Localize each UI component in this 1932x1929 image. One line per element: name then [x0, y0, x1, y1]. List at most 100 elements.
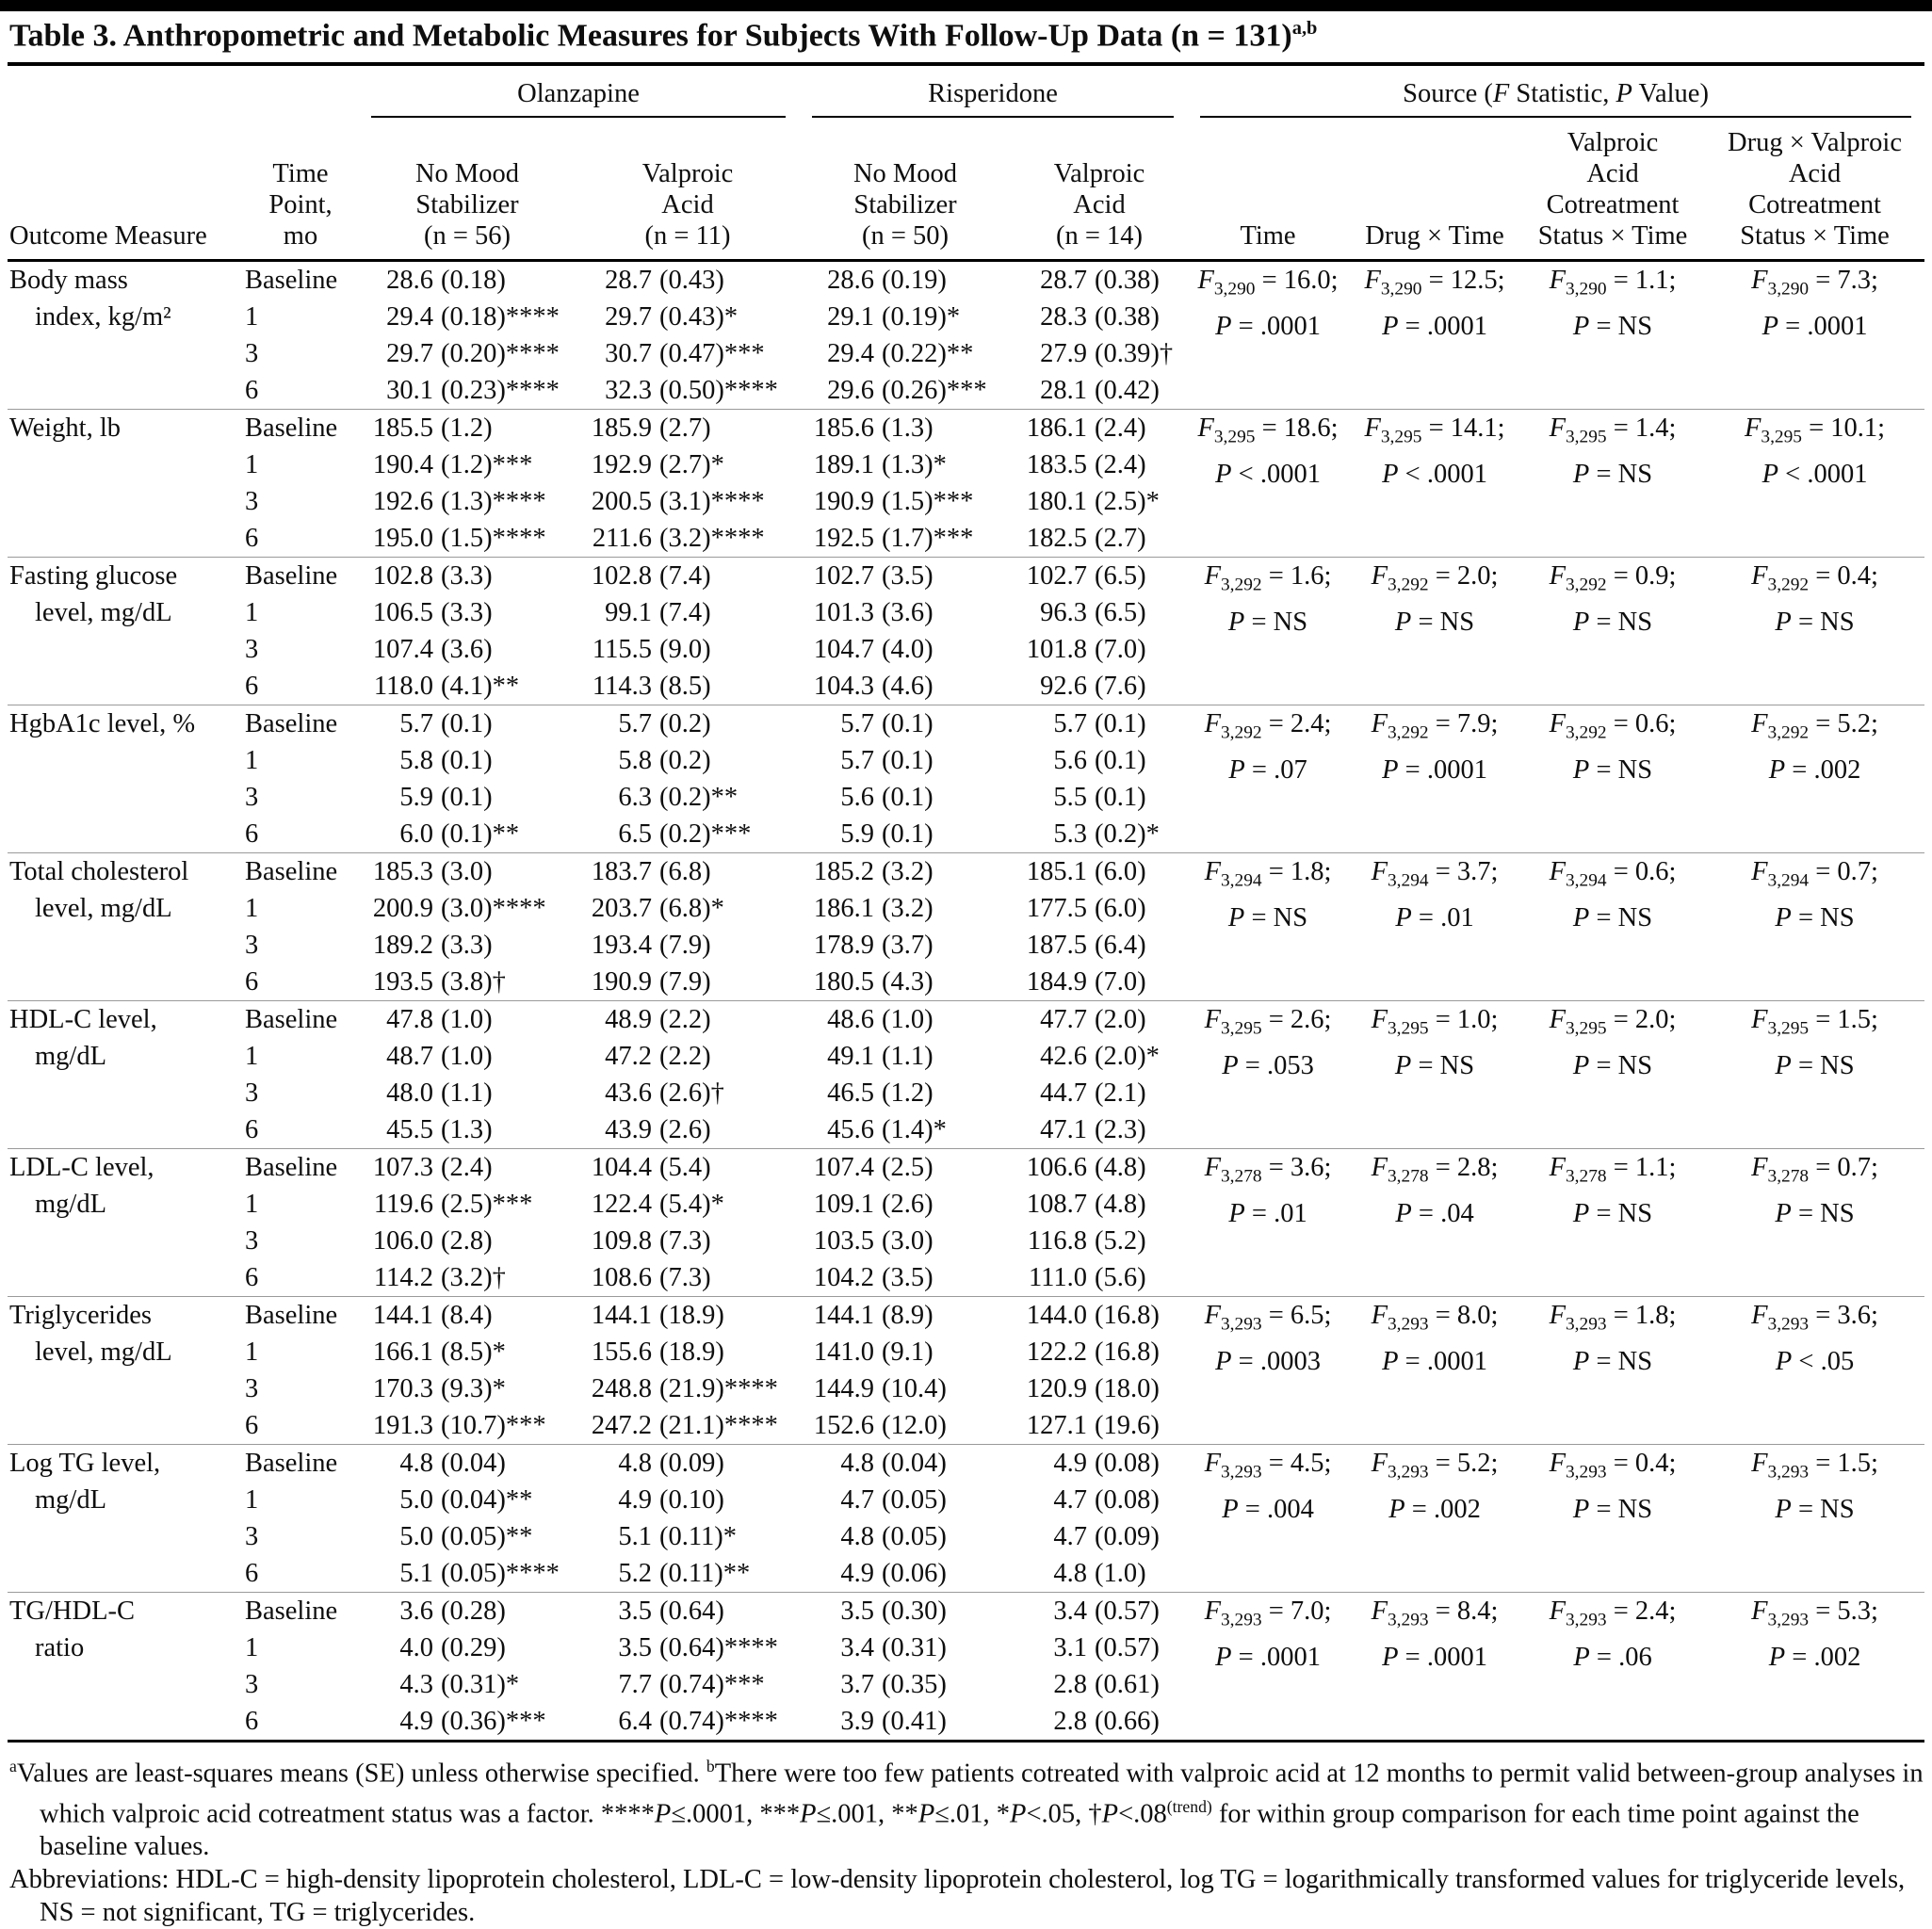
- col-header-time-stat: Time: [1187, 118, 1350, 263]
- value-cell: 28.7 (0.43): [576, 261, 799, 300]
- value-se: (6.0): [1095, 857, 1146, 887]
- time-point-cell: 1: [245, 1485, 259, 1516]
- time-point-cell: 1: [245, 450, 259, 480]
- time-point-cell: Baseline: [243, 1296, 358, 1335]
- value-se: (3.2)****: [659, 524, 765, 554]
- value-se: (8.5)*: [441, 1337, 506, 1368]
- value-se: (7.0): [1095, 967, 1146, 997]
- value-cell: 28.7 (0.38): [1012, 261, 1187, 300]
- value-mean: 5.9: [399, 783, 433, 813]
- stat-cell: F3,278 = 0.7; P = NS: [1705, 1148, 1925, 1297]
- p-value: P < .0001: [1382, 460, 1487, 490]
- value-cell: 184.9 (7.0): [1012, 964, 1187, 1001]
- value-se: (3.2)†: [441, 1263, 506, 1293]
- value-se: (3.3): [441, 561, 493, 592]
- value-mean: 248.8: [591, 1374, 652, 1404]
- value-mean: 114.3: [592, 672, 652, 702]
- value-cell: 44.7 (2.1): [1012, 1075, 1187, 1111]
- value-cell: 192.6 (1.3)****: [358, 483, 576, 520]
- p-value: P = NS: [1227, 608, 1308, 638]
- value-cell: 32.3 (0.50)****: [576, 372, 799, 410]
- value-cell: 106.0 (2.8): [358, 1223, 576, 1259]
- value-cell: 29.1 (0.19)*: [799, 299, 1012, 335]
- value-se: (0.31)*: [441, 1670, 520, 1700]
- value-se: (0.43)*: [659, 302, 739, 332]
- value-cell: 5.0 (0.05)**: [358, 1518, 576, 1555]
- value-se: (0.1)**: [441, 819, 520, 850]
- time-point-cell: 3: [245, 487, 259, 517]
- value-cell: 104.4 (5.4): [576, 1148, 799, 1187]
- value-cell: 48.9 (2.2): [576, 1000, 799, 1039]
- value-cell: 178.9 (3.7): [799, 927, 1012, 964]
- value-se: (3.2): [882, 857, 934, 887]
- value-se: (2.6)†: [659, 1078, 724, 1109]
- p-value: P < .0001: [1762, 460, 1868, 490]
- value-se: (0.04): [441, 1449, 506, 1479]
- value-mean: 5.3: [1053, 819, 1087, 850]
- value-se: (3.6): [882, 598, 934, 628]
- value-cell: 186.1 (2.4): [1012, 409, 1188, 447]
- table-header: Olanzapine Risperidone Source (F Statist…: [8, 66, 1925, 263]
- stat-cell: F3,293 = 3.6; P < .05: [1705, 1296, 1925, 1445]
- value-se: (2.4): [1095, 413, 1146, 444]
- value-mean: 48.0: [386, 1078, 433, 1109]
- stat-cell: F3,290 = 7.3; P = .0001: [1705, 261, 1924, 410]
- stat-cell: F3,293 = 7.0; P = .0001: [1187, 1592, 1350, 1742]
- value-se: (0.1): [882, 746, 934, 776]
- value-mean: 4.8: [1053, 1559, 1087, 1589]
- value-mean: 107.4: [813, 1153, 874, 1183]
- value-mean: 107.4: [372, 635, 433, 665]
- value-se: (0.23)****: [441, 376, 560, 406]
- table-row: 6 30.1 (0.23)**** 32.3 (0.50)**** 29.6 (0.26)*…: [8, 372, 1924, 410]
- value-se: (6.4): [1095, 931, 1146, 961]
- time-point-cell: Baseline: [243, 1592, 358, 1630]
- value-cell: 42.6 (2.0)*: [1012, 1038, 1187, 1075]
- table-row: 1 119.6 (2.5)*** 122.4 (5.4)* 109.1 (2.6) 108.7…: [8, 1186, 1924, 1223]
- stat-cell: F3,295 = 1.4; P = NS: [1520, 409, 1706, 558]
- value-mean: 144.1: [591, 1301, 652, 1331]
- f-statistic: F3,293 = 8.4;: [1371, 1597, 1499, 1631]
- value-se: (2.3): [1095, 1115, 1146, 1145]
- value-mean: 183.5: [1026, 450, 1087, 480]
- value-cell: 4.8 (0.05): [799, 1518, 1012, 1555]
- value-cell: 5.7 (0.2): [576, 705, 799, 743]
- time-point-cell: Baseline: [243, 852, 358, 891]
- value-mean: 47.7: [1040, 1005, 1087, 1035]
- col-header-olz-valproic-acid: Valproic Acid (n = 11): [576, 118, 799, 263]
- value-mean: 96.3: [1040, 598, 1087, 628]
- value-cell: 4.9 (0.36)***: [358, 1703, 576, 1742]
- value-cell: 127.1 (19.6): [1012, 1407, 1187, 1445]
- table-row: 6 193.5 (3.8)† 190.9 (7.9) 180.5 (4.3) 184.9 (7.…: [8, 964, 1924, 1001]
- value-se: (1.0): [882, 1005, 934, 1035]
- value-se: (6.8)*: [659, 894, 724, 924]
- value-mean: 166.1: [372, 1337, 433, 1368]
- value-se: (0.06): [882, 1559, 947, 1589]
- value-cell: 102.8 (7.4): [576, 557, 799, 595]
- f-statistic: F3,293 = 5.2;: [1371, 1449, 1499, 1483]
- value-se: (3.5): [882, 561, 934, 592]
- value-cell: 49.1 (1.1): [799, 1038, 1012, 1075]
- f-statistic: F3,290 = 7.3;: [1751, 266, 1878, 300]
- time-point-cell: 6: [245, 819, 259, 850]
- time-point-cell: 6: [245, 524, 259, 554]
- value-mean: 28.6: [827, 266, 874, 296]
- olanzapine-group-label: Olanzapine: [371, 79, 786, 119]
- value-mean: 101.3: [813, 598, 874, 628]
- table-row: 3 107.4 (3.6) 115.5 (9.0) 104.7 (4.0) 101.8 (7.0…: [8, 631, 1924, 668]
- time-point-cell: 1: [245, 746, 259, 776]
- value-cell: 47.1 (2.3): [1012, 1111, 1187, 1149]
- value-mean: 109.8: [591, 1226, 652, 1256]
- value-se: (0.64): [659, 1597, 724, 1627]
- value-cell: 103.5 (3.0): [799, 1223, 1012, 1259]
- value-se: (1.3)*: [882, 450, 947, 480]
- value-se: (0.1): [882, 819, 934, 850]
- value-mean: 29.7: [605, 302, 652, 332]
- value-mean: 102.8: [372, 561, 433, 592]
- value-cell: 122.2 (16.8): [1012, 1334, 1187, 1370]
- value-cell: 192.5 (1.7)***: [799, 520, 1012, 558]
- value-mean: 7.7: [618, 1670, 652, 1700]
- value-cell: 5.9 (0.1): [799, 816, 1012, 853]
- f-statistic: F3,295 = 2.0;: [1549, 1005, 1677, 1040]
- outcome-measure-line: Total cholesterol: [9, 857, 189, 887]
- value-se: (5.4)*: [659, 1190, 724, 1220]
